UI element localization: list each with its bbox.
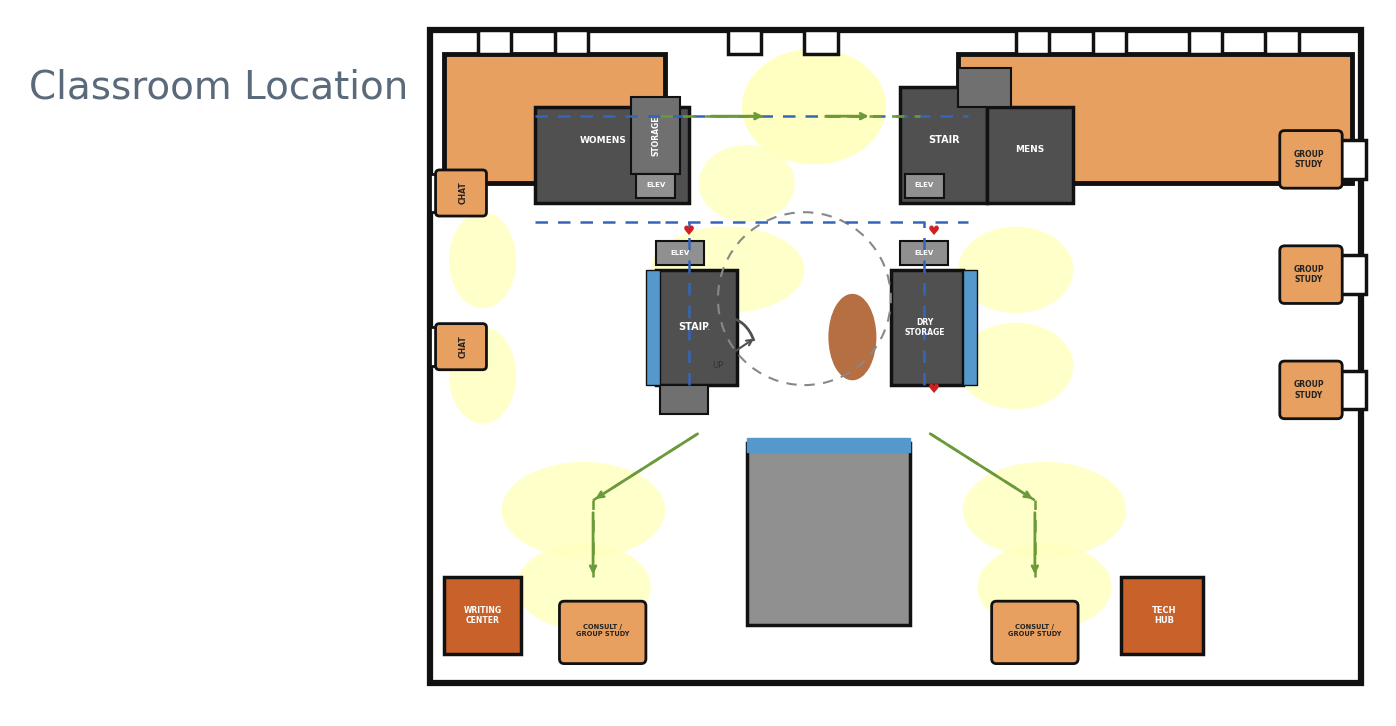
Text: UP: UP [712, 361, 723, 370]
Text: ELEV: ELEV [914, 182, 934, 188]
FancyBboxPatch shape [444, 577, 521, 654]
FancyBboxPatch shape [1188, 30, 1222, 54]
FancyBboxPatch shape [958, 68, 1011, 107]
FancyBboxPatch shape [1121, 577, 1203, 654]
FancyBboxPatch shape [656, 241, 704, 265]
FancyBboxPatch shape [900, 241, 948, 265]
Ellipse shape [963, 462, 1127, 558]
FancyBboxPatch shape [987, 107, 1074, 203]
Ellipse shape [517, 544, 651, 630]
Text: ELEV: ELEV [914, 250, 934, 256]
Ellipse shape [958, 322, 1074, 409]
Text: ♥: ♥ [683, 225, 695, 238]
Text: DRY
STORAGE: DRY STORAGE [905, 318, 945, 337]
Text: CHAT: CHAT [459, 335, 468, 358]
Ellipse shape [741, 49, 886, 164]
Polygon shape [430, 30, 1361, 683]
FancyBboxPatch shape [747, 443, 910, 625]
FancyBboxPatch shape [1333, 256, 1367, 294]
Text: GROUP
STUDY: GROUP STUDY [1293, 380, 1323, 399]
Text: CONSULT /
GROUP STUDY: CONSULT / GROUP STUDY [577, 624, 630, 637]
Text: STORAGE: STORAGE [651, 115, 660, 155]
Text: GROUP
STUDY: GROUP STUDY [1293, 150, 1323, 169]
FancyBboxPatch shape [560, 601, 646, 664]
FancyBboxPatch shape [804, 30, 838, 54]
Ellipse shape [651, 227, 804, 313]
FancyBboxPatch shape [656, 270, 737, 385]
FancyBboxPatch shape [631, 97, 680, 174]
Text: ELEV: ELEV [670, 250, 690, 256]
Ellipse shape [741, 49, 886, 164]
Text: TECH
HUB: TECH HUB [1152, 606, 1177, 625]
Text: Classroom Location: Classroom Location [29, 68, 408, 106]
Ellipse shape [977, 544, 1111, 630]
FancyBboxPatch shape [747, 438, 910, 452]
FancyBboxPatch shape [554, 30, 588, 54]
FancyBboxPatch shape [1333, 140, 1367, 179]
FancyBboxPatch shape [536, 107, 690, 203]
FancyBboxPatch shape [1265, 30, 1300, 54]
Ellipse shape [450, 212, 517, 309]
FancyBboxPatch shape [891, 270, 963, 385]
FancyBboxPatch shape [1333, 371, 1367, 409]
FancyBboxPatch shape [1280, 361, 1342, 419]
Ellipse shape [828, 294, 877, 380]
Ellipse shape [501, 462, 664, 558]
FancyBboxPatch shape [900, 87, 987, 203]
FancyBboxPatch shape [660, 385, 708, 414]
Text: STAIR: STAIR [928, 135, 959, 145]
Text: CHAT: CHAT [459, 182, 468, 205]
FancyBboxPatch shape [430, 174, 463, 212]
Ellipse shape [450, 327, 517, 423]
FancyBboxPatch shape [444, 54, 664, 184]
Text: MENS: MENS [1015, 145, 1044, 155]
FancyBboxPatch shape [963, 270, 977, 385]
Text: ♥: ♥ [928, 383, 940, 396]
Text: WRITING
CENTER: WRITING CENTER [463, 606, 501, 625]
Text: STAIR: STAIR [678, 322, 709, 333]
Text: ♥: ♥ [928, 225, 940, 238]
Text: ELEV: ELEV [646, 182, 664, 188]
FancyBboxPatch shape [1093, 30, 1127, 54]
Ellipse shape [699, 145, 794, 222]
FancyBboxPatch shape [637, 174, 674, 197]
FancyBboxPatch shape [991, 601, 1078, 664]
FancyBboxPatch shape [477, 30, 511, 54]
FancyBboxPatch shape [958, 54, 1351, 184]
Ellipse shape [958, 227, 1074, 313]
FancyBboxPatch shape [1280, 246, 1342, 303]
Text: GROUP
STUDY: GROUP STUDY [1293, 265, 1323, 285]
FancyBboxPatch shape [1016, 30, 1050, 54]
FancyBboxPatch shape [727, 30, 761, 54]
Text: CONSULT /
GROUP STUDY: CONSULT / GROUP STUDY [1008, 624, 1061, 637]
FancyBboxPatch shape [905, 174, 944, 197]
Text: WOMENS: WOMENS [579, 136, 627, 144]
FancyBboxPatch shape [1280, 131, 1342, 188]
FancyBboxPatch shape [430, 327, 463, 366]
FancyBboxPatch shape [436, 170, 486, 216]
FancyBboxPatch shape [436, 324, 486, 370]
FancyBboxPatch shape [646, 270, 660, 385]
